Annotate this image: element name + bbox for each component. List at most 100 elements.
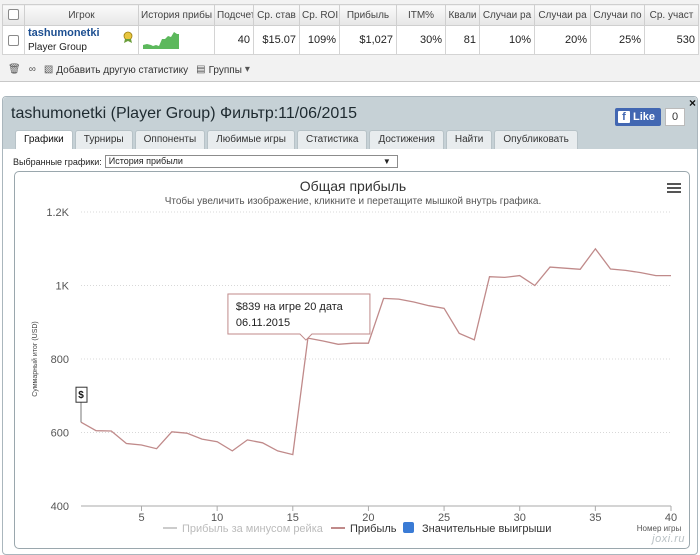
tab-tournaments[interactable]: Турниры (74, 130, 133, 149)
data-point[interactable] (668, 273, 674, 279)
data-point[interactable] (486, 274, 492, 280)
table-row[interactable]: tashumonetki Player Group 40 $15.07 109%… (2, 25, 699, 55)
data-point[interactable] (123, 441, 129, 447)
select-all-checkbox[interactable] (2, 4, 25, 26)
data-point[interactable] (365, 340, 371, 346)
like-button[interactable]: f Like (614, 108, 661, 126)
data-point[interactable] (290, 452, 296, 458)
data-point[interactable] (502, 274, 508, 280)
data-point[interactable] (441, 305, 447, 311)
add-stat-button[interactable]: ▧ Добавить другую статистику (44, 65, 188, 76)
groups-dropdown[interactable]: ▤ Группы ▾ (196, 65, 250, 76)
tab-publish[interactable]: Опубликовать (494, 130, 578, 149)
chart-tooltip: $839 на игре 20 дата 06.11.2015 (227, 293, 371, 341)
flag-label: $ (78, 390, 84, 401)
add-column-icon: ▧ (43, 64, 54, 75)
award-icon (123, 31, 133, 43)
profit-chart[interactable]: Общая прибыль Чтобы увеличить изображени… (15, 172, 691, 550)
tab-favorite-games[interactable]: Любимые игры (207, 130, 295, 149)
col-header[interactable]: Игрок (24, 4, 139, 26)
flag-box[interactable] (75, 386, 88, 403)
data-point[interactable] (154, 446, 160, 452)
y-tick-label: 1K (56, 281, 70, 293)
data-point[interactable] (517, 273, 523, 279)
chart-selector-label: Выбранные графики: (13, 156, 102, 167)
tab-charts[interactable]: Графики (15, 130, 73, 149)
data-point[interactable] (320, 338, 326, 344)
col-header[interactable]: Случаи ра (479, 4, 535, 26)
legend-swatch[interactable] (403, 522, 414, 533)
data-point[interactable] (396, 296, 402, 302)
data-point[interactable] (547, 264, 553, 270)
chart-select[interactable]: История прибыли ▼ (104, 155, 398, 168)
chart-select-value: История прибыли (108, 156, 183, 166)
profit-series-line[interactable] (80, 247, 671, 456)
data-point[interactable] (426, 303, 432, 309)
col-header[interactable]: ITM% (396, 4, 446, 26)
col-header[interactable]: Случаи по (590, 4, 645, 26)
data-point[interactable] (381, 295, 387, 301)
close-icon[interactable]: × (688, 96, 696, 110)
col-header[interactable]: Ср. участ (644, 4, 699, 26)
tab-statistics[interactable]: Статистика (296, 130, 368, 149)
y-tick-label: 800 (51, 354, 69, 366)
col-header[interactable]: Случаи ра (534, 4, 591, 26)
data-point[interactable] (108, 428, 114, 434)
data-point[interactable] (577, 266, 583, 272)
legend-label[interactable]: Значительные выигрыши (422, 523, 551, 535)
data-point[interactable] (456, 330, 462, 336)
col-header[interactable]: Квали (445, 4, 480, 26)
data-point[interactable] (184, 430, 190, 436)
data-point[interactable] (260, 440, 266, 446)
data-point[interactable] (623, 267, 629, 273)
col-header[interactable]: Прибыль (339, 4, 397, 26)
data-point[interactable] (471, 337, 477, 343)
legend-label[interactable]: Прибыль за минусом рейка (182, 523, 324, 535)
tab-opponents[interactable]: Оппоненты (134, 130, 206, 149)
profit-history-sparkline[interactable] (138, 25, 215, 55)
data-point[interactable] (229, 448, 235, 454)
data-point[interactable] (638, 270, 644, 276)
data-point[interactable] (214, 439, 220, 445)
data-point[interactable] (169, 429, 175, 435)
data-point[interactable] (562, 265, 568, 271)
data-point[interactable] (93, 428, 99, 434)
data-point[interactable] (335, 341, 341, 347)
data-point[interactable] (244, 437, 250, 443)
data-point[interactable] (275, 448, 281, 454)
data-point[interactable] (532, 283, 538, 289)
link-icon[interactable]: ∞ (28, 64, 36, 75)
chevron-down-icon: ▾ (244, 64, 250, 75)
y-tick-label: 1.2K (46, 207, 69, 219)
x-tick-label: 35 (589, 512, 601, 524)
row-checkbox[interactable] (2, 25, 25, 55)
data-point[interactable] (653, 273, 659, 279)
tab-find[interactable]: Найти (445, 130, 493, 149)
col-header[interactable]: Ср. ROI (299, 4, 340, 26)
x-tick-label: 10 (211, 512, 223, 524)
col-header[interactable]: Ср. став (253, 4, 300, 26)
player-group-label: Player Group (28, 42, 87, 53)
data-point[interactable] (199, 436, 205, 442)
chart-container[interactable]: Общая прибыль Чтобы увеличить изображени… (14, 171, 690, 549)
data-point[interactable] (139, 442, 145, 448)
player-cell[interactable]: tashumonetki Player Group (24, 25, 139, 55)
col-header[interactable]: Подсчет (214, 4, 254, 26)
trash-icon[interactable]: 🗑 (8, 64, 21, 75)
chart-menu-icon[interactable] (667, 183, 681, 194)
y-tick-label: 600 (51, 428, 69, 440)
chart-subtitle: Чтобы увеличить изображение, кликните и … (165, 195, 542, 207)
data-point[interactable] (411, 299, 417, 305)
facebook-icon: f (617, 111, 630, 123)
player-name-link[interactable]: tashumonetki (28, 27, 100, 39)
sparkline-icon (143, 31, 179, 49)
chart-selector: Выбранные графики: История прибыли ▼ (13, 155, 398, 168)
tab-achievements[interactable]: Достижения (369, 130, 444, 149)
cell-value: 25% (590, 25, 645, 55)
data-point[interactable] (592, 246, 598, 252)
legend-label[interactable]: Прибыль (350, 523, 397, 535)
data-point[interactable] (607, 266, 613, 272)
groups-icon: ▤ (196, 64, 206, 75)
col-header[interactable]: История прибы (138, 4, 215, 26)
data-point[interactable] (350, 340, 356, 346)
